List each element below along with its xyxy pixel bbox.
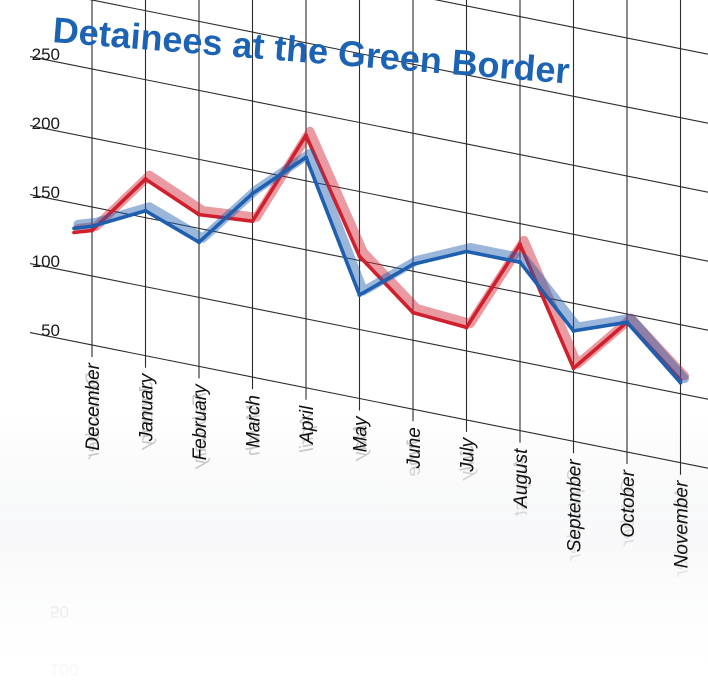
gridline-upper xyxy=(434,0,708,55)
gridline-y-100 xyxy=(29,263,708,400)
gridline-y-50 xyxy=(29,332,708,469)
series-1-point xyxy=(90,224,94,229)
series-1-point xyxy=(197,240,201,245)
series-0-point xyxy=(411,310,415,315)
x-tick-label: February xyxy=(190,383,211,461)
reflection-fade xyxy=(0,470,708,691)
y-tick-label: 50 xyxy=(41,321,60,340)
series-0-point xyxy=(90,228,94,233)
series-0-point xyxy=(571,366,576,371)
series-1-point xyxy=(411,262,415,267)
series-0-point xyxy=(197,212,201,217)
series-0-ribbon xyxy=(73,126,689,381)
x-tick-label: November xyxy=(672,480,693,568)
gridline-y-200 xyxy=(29,125,708,262)
series-1-point xyxy=(571,328,576,333)
gridline-y-250 xyxy=(29,56,708,193)
x-tick-reflection: June xyxy=(404,434,425,476)
chart-title: Detainees at the Green Border xyxy=(51,9,571,91)
y-tick-label: 100 xyxy=(32,252,60,271)
x-tick-label: April xyxy=(297,405,318,445)
series-1-point xyxy=(678,380,683,385)
grid-layer xyxy=(29,0,708,475)
x-axis-ticks: December January February March April May June… xyxy=(83,362,693,568)
x-tick-reflection: April xyxy=(297,413,318,453)
series-layer xyxy=(72,126,689,385)
x-tick-reflection: December xyxy=(83,371,104,459)
gridline-upper xyxy=(89,0,708,124)
x-tick-reflection: March xyxy=(244,403,265,456)
series-0-point xyxy=(143,177,148,182)
y-axis-ticks: 50 100 150 200 250 xyxy=(32,45,60,340)
series-0-point xyxy=(250,219,255,224)
series-0-point xyxy=(304,133,308,138)
x-tick-label: September xyxy=(565,459,586,553)
x-tick-label: July xyxy=(458,436,479,472)
series-1-point xyxy=(464,249,469,254)
series-1-point xyxy=(625,320,629,325)
x-tick-reflection: January xyxy=(137,381,158,451)
series-0-line xyxy=(72,133,683,382)
series-1-point xyxy=(143,208,148,213)
x-tick-reflection: May xyxy=(351,425,372,462)
series-1-point xyxy=(304,155,308,160)
x-tick-reflection: February xyxy=(190,392,211,470)
y-tick-label: 150 xyxy=(32,183,60,202)
series-1-point xyxy=(518,260,522,265)
x-tick-label: January xyxy=(137,372,158,442)
gridline-y-150 xyxy=(29,194,708,331)
series-1-point xyxy=(250,191,255,196)
y-tick-label: 200 xyxy=(32,114,60,133)
x-tick-label: August xyxy=(511,448,532,509)
series-0-point xyxy=(357,254,362,259)
x-tick-label: October xyxy=(618,469,639,537)
x-tick-label: March xyxy=(244,395,265,448)
series-0-point xyxy=(518,242,522,247)
x-tick-label: May xyxy=(351,415,372,452)
x-tick-label: June xyxy=(404,427,425,469)
series-1-point xyxy=(357,293,362,297)
x-tick-label: December xyxy=(83,362,104,450)
series-0-point xyxy=(464,325,469,330)
y-tick-label: 250 xyxy=(32,45,60,64)
reflection-layer: December January February March April May June… xyxy=(0,371,708,691)
